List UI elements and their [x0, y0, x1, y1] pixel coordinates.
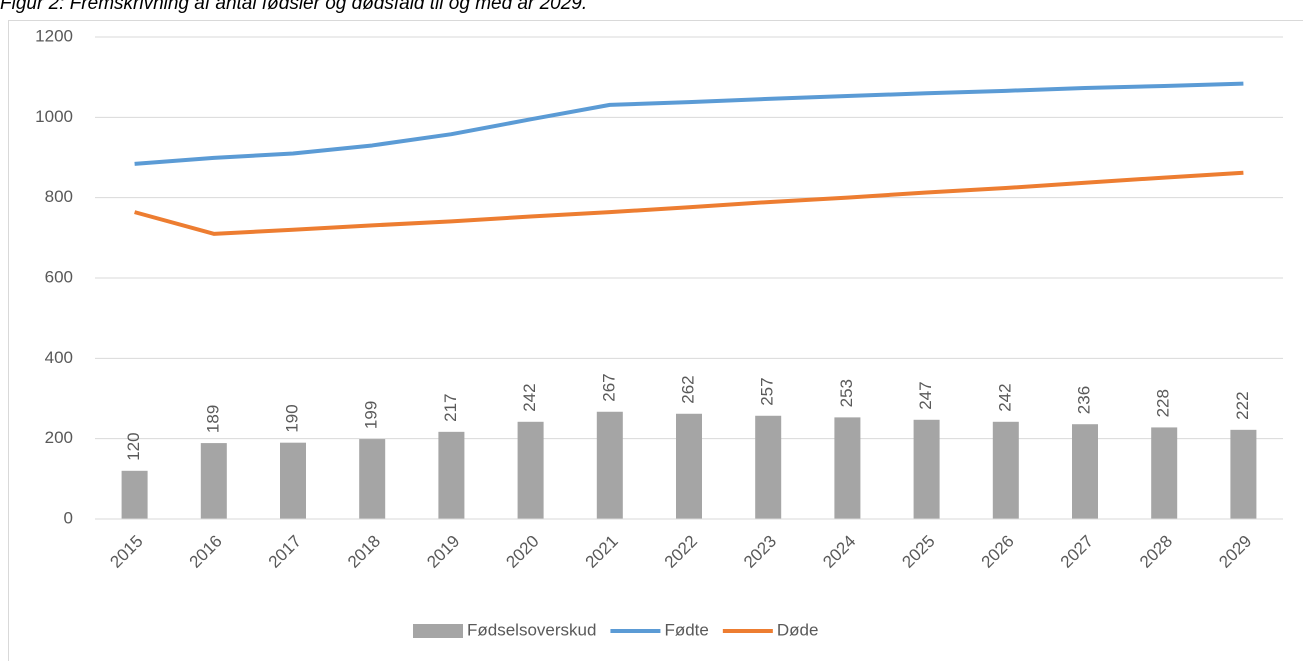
bar	[121, 470, 148, 519]
x-tick-label: 2027	[1057, 532, 1097, 572]
y-tick-label: 1200	[35, 26, 73, 45]
line	[134, 170, 1244, 236]
data-label: 236	[1074, 386, 1093, 414]
chart-frame	[8, 20, 1303, 661]
x-tick-label: 2024	[819, 532, 859, 572]
bar	[1230, 429, 1257, 519]
bar	[834, 417, 861, 519]
legend-label: Fødte	[664, 620, 708, 639]
data-label: 267	[599, 373, 618, 401]
x-tick-label: 2022	[661, 532, 701, 572]
x-tick-label: 2016	[186, 532, 226, 572]
data-label: 189	[203, 405, 222, 433]
y-tick-label: 400	[45, 348, 73, 367]
bar	[359, 439, 386, 519]
data-label: 242	[995, 383, 1014, 411]
y-tick-label: 1000	[35, 107, 73, 126]
bar	[517, 421, 544, 519]
data-label: 262	[678, 375, 697, 403]
legend-swatch	[413, 624, 463, 638]
data-label: 228	[1154, 389, 1173, 417]
x-tick-label: 2025	[898, 532, 938, 572]
legend-label: Fødselsoverskud	[467, 620, 596, 639]
data-label: 120	[124, 432, 143, 460]
data-label: 199	[362, 401, 381, 429]
bar	[596, 411, 623, 519]
bar	[1072, 424, 1098, 519]
x-tick-label: 2017	[265, 532, 305, 572]
y-tick-label: 0	[64, 508, 73, 527]
x-tick-label: 2020	[502, 532, 542, 572]
x-tick-label: 2026	[978, 532, 1018, 572]
data-label: 217	[441, 393, 460, 421]
x-tick-label: 2023	[740, 532, 780, 572]
x-tick-label: 2028	[1136, 532, 1176, 572]
bar	[438, 431, 465, 519]
legend-label: Døde	[777, 620, 819, 639]
data-label: 247	[916, 381, 935, 409]
bar	[280, 442, 306, 519]
data-label: 242	[520, 383, 539, 411]
line	[134, 81, 1244, 166]
data-label: 222	[1233, 391, 1252, 419]
chart-title: Figur 2: Fremskrivning af antal fødsler …	[0, 0, 587, 14]
x-tick-label: 2029	[1215, 532, 1255, 572]
data-label: 253	[837, 379, 856, 407]
data-label: 190	[282, 404, 301, 432]
bar	[755, 415, 782, 519]
x-tick-label: 2018	[344, 532, 384, 572]
x-tick-label: 2019	[423, 532, 463, 572]
bar	[1151, 427, 1178, 519]
bar	[992, 421, 1019, 519]
x-tick-label: 2015	[106, 532, 146, 572]
bar	[676, 413, 702, 519]
data-label: 257	[758, 377, 777, 405]
x-tick-label: 2021	[582, 532, 622, 572]
y-tick-label: 200	[45, 428, 73, 447]
y-tick-label: 800	[45, 187, 73, 206]
bar	[913, 419, 940, 519]
y-tick-label: 600	[45, 267, 73, 286]
bar	[200, 443, 227, 519]
